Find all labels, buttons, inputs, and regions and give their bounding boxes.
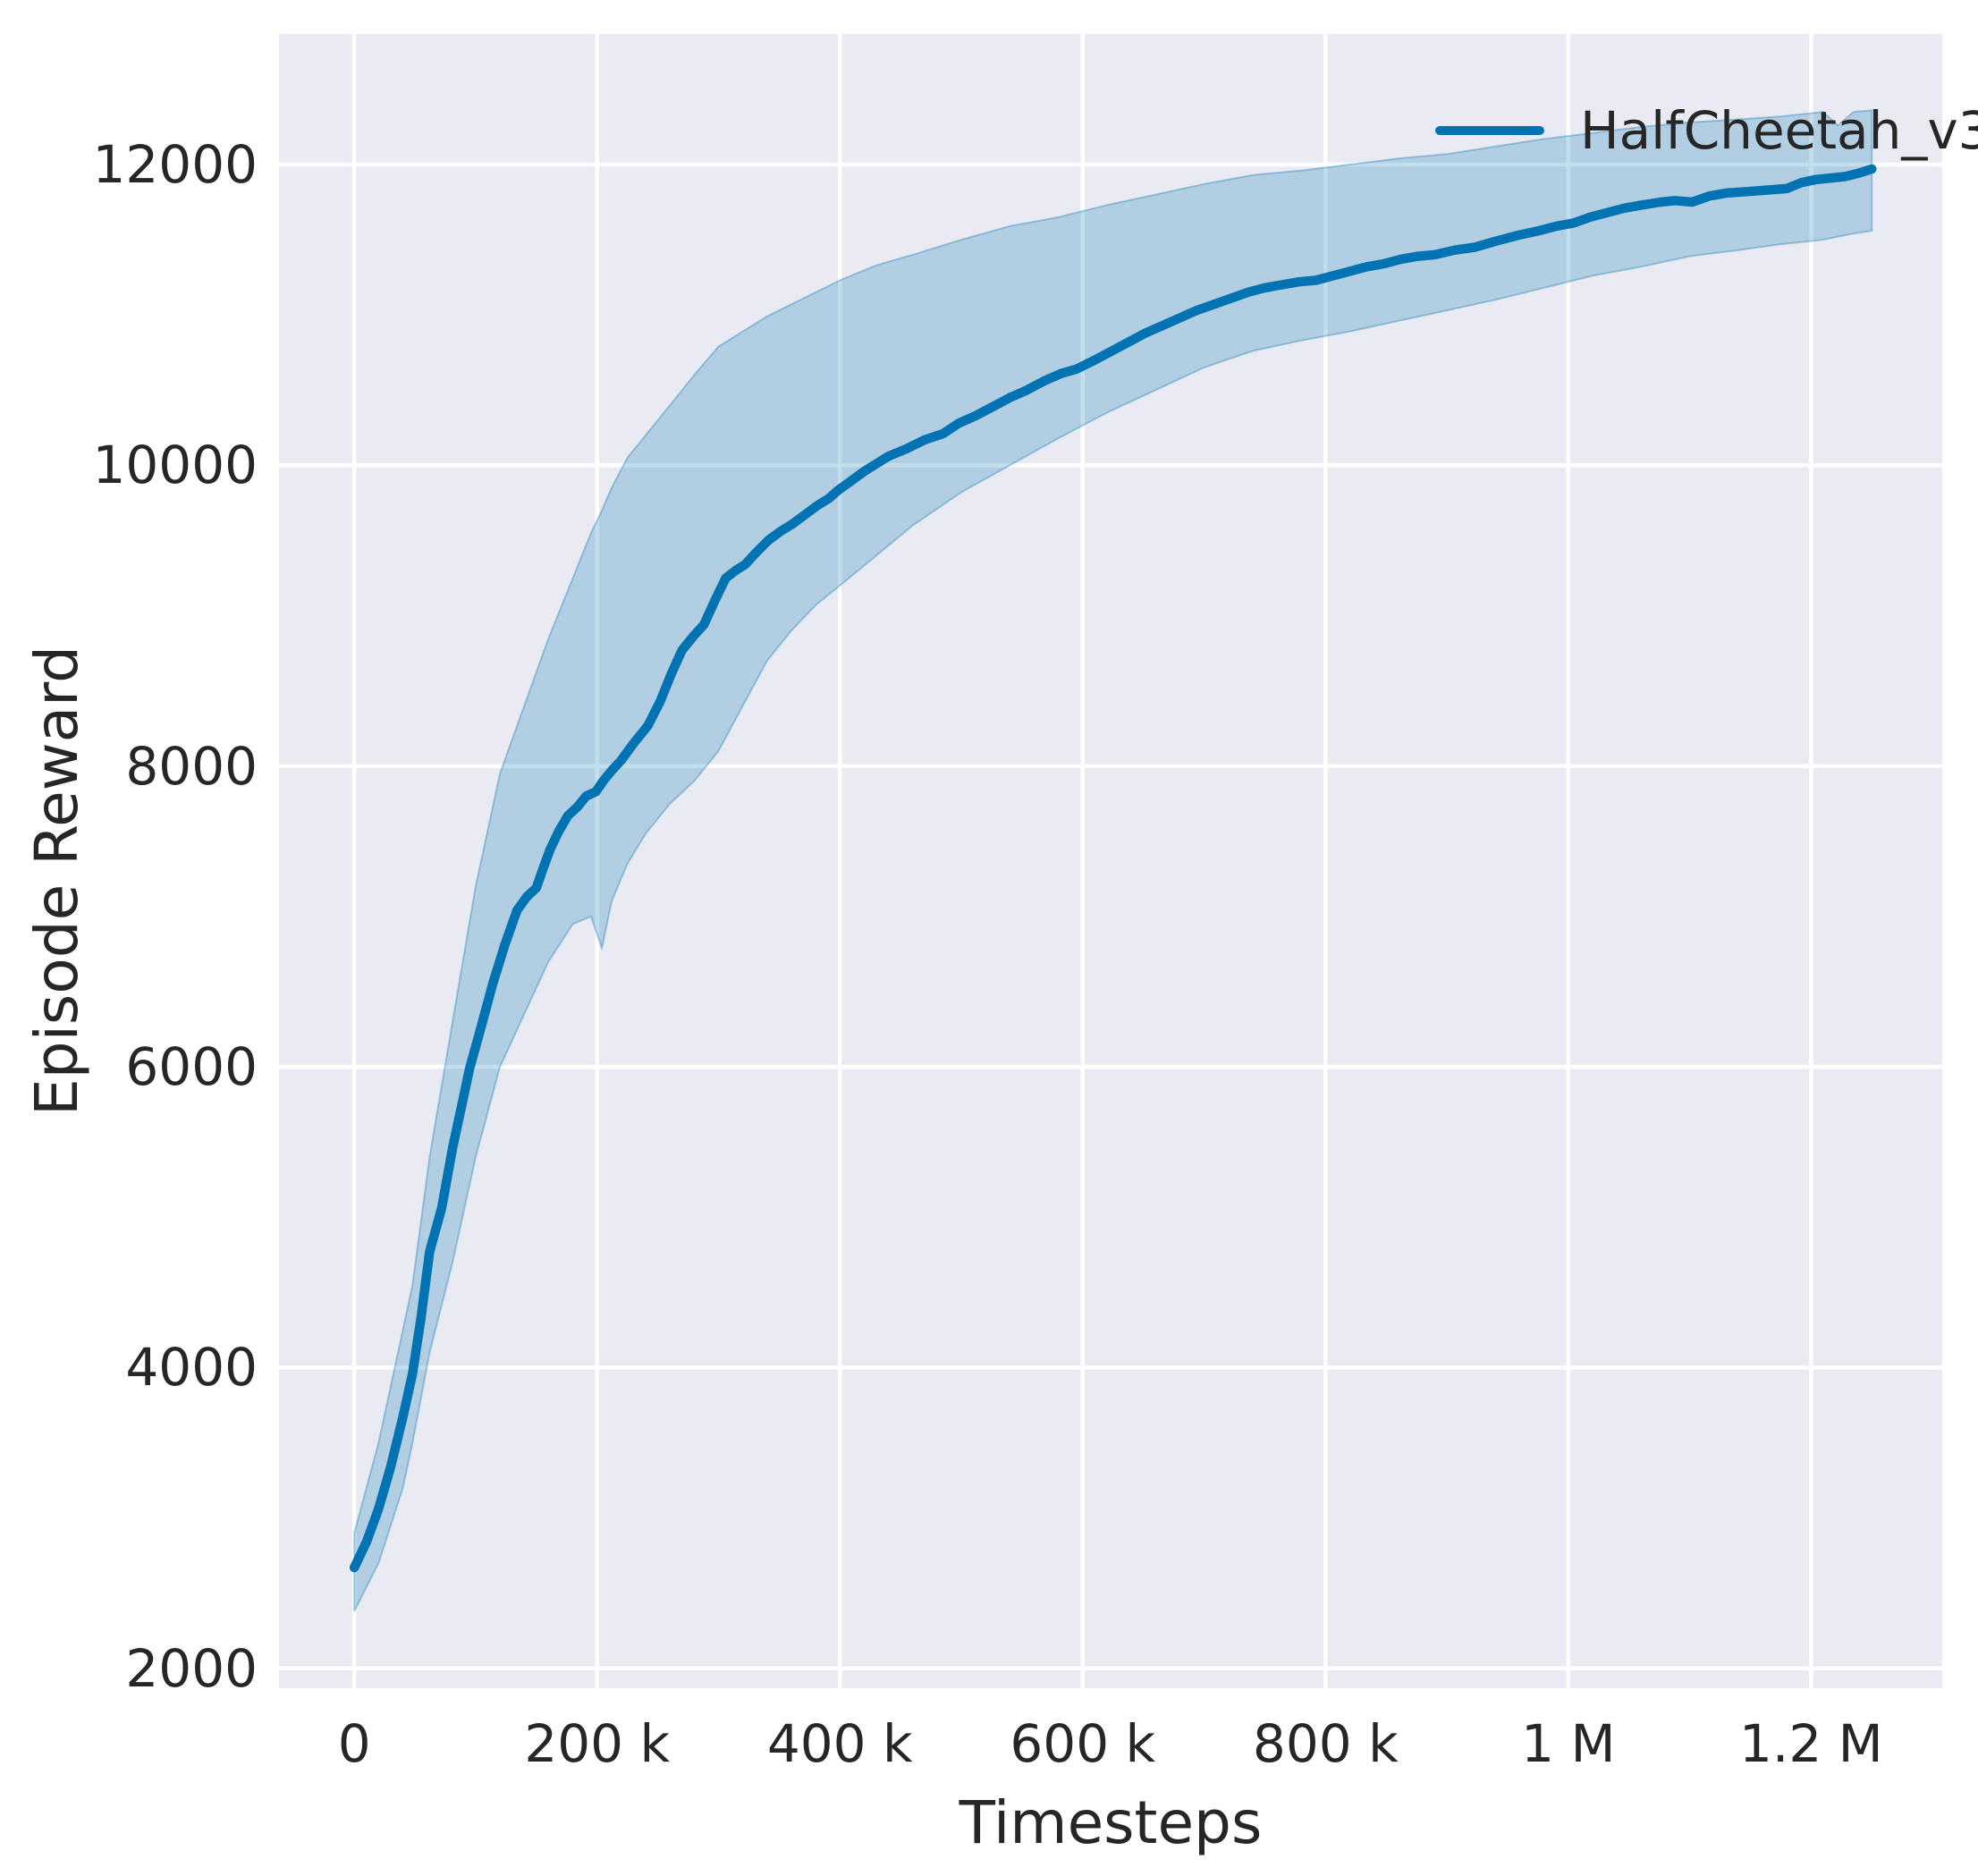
plot-area: HalfCheetah_v3_ddpg (10) [279, 34, 1978, 1688]
x-tick-label: 600 k [1010, 1713, 1156, 1774]
legend-line-icon [1435, 126, 1544, 135]
legend-label: HalfCheetah_v3_ddpg (10) [1580, 100, 1978, 161]
x-axis-label: Timesteps [959, 1788, 1263, 1857]
y-tick-label: 8000 [125, 735, 258, 797]
legend: HalfCheetah_v3_ddpg (10) [1435, 98, 1978, 163]
x-tick-label: 1 M [1521, 1713, 1616, 1774]
mean-reward-line [349, 164, 1877, 1573]
y-tick-label: 6000 [125, 1036, 258, 1098]
y-tick-label: 12000 [92, 133, 258, 195]
y-tick-label: 10000 [92, 435, 258, 496]
x-tick-label: 200 k [524, 1713, 671, 1774]
confidence-band [353, 109, 1873, 1612]
chart-canvas [279, 34, 1942, 1688]
x-tick-label: 0 [337, 1713, 371, 1774]
y-tick-label: 2000 [125, 1637, 258, 1699]
x-tick-label: 1.2 M [1739, 1713, 1883, 1774]
x-tick-label: 400 k [766, 1713, 913, 1774]
y-axis-label: Episode Reward [22, 646, 91, 1116]
x-tick-label: 800 k [1252, 1713, 1399, 1774]
y-tick-label: 4000 [125, 1337, 258, 1399]
